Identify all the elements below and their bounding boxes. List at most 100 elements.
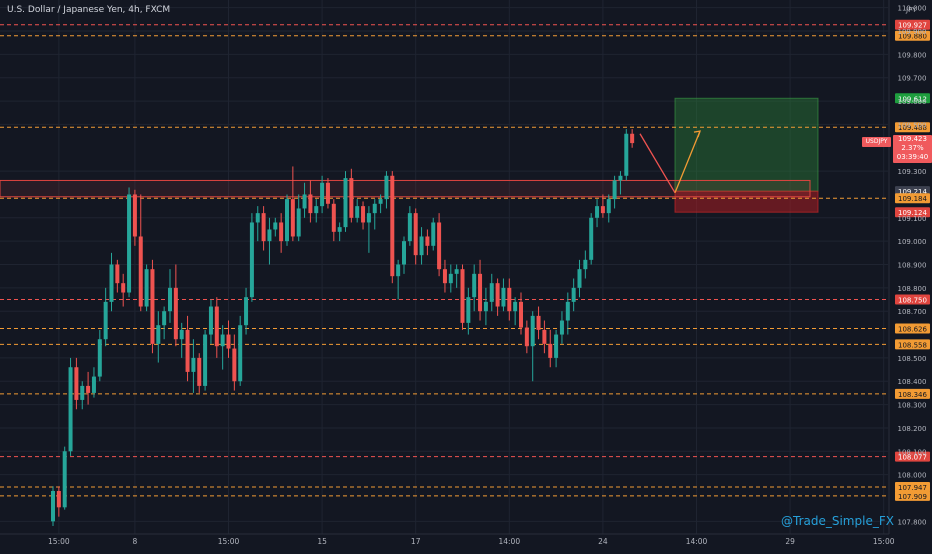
candle-body bbox=[595, 206, 600, 218]
time-tick-label[interactable]: 29 bbox=[785, 537, 795, 546]
price-tick-label[interactable]: 108.100 bbox=[898, 448, 927, 456]
candle-body bbox=[378, 199, 383, 204]
level-tag[interactable] bbox=[895, 19, 930, 30]
currency-label: JPY bbox=[906, 6, 917, 14]
level-tag-label[interactable]: 107.947 bbox=[898, 484, 927, 492]
candle-body bbox=[91, 376, 96, 393]
time-tick-label[interactable]: 15:00 bbox=[48, 537, 70, 546]
level-tag[interactable] bbox=[895, 490, 930, 501]
candle-body bbox=[472, 273, 477, 298]
candle-body bbox=[103, 301, 108, 340]
candle-body bbox=[168, 287, 172, 312]
candle-body bbox=[542, 329, 547, 344]
candle-body bbox=[425, 236, 430, 246]
level-tag-label[interactable]: 109.927 bbox=[898, 22, 927, 30]
candle-body bbox=[507, 287, 512, 312]
time-tick-label[interactable]: 15 bbox=[317, 537, 327, 546]
time-tick-label[interactable]: 14:00 bbox=[498, 537, 520, 546]
level-tag-label[interactable]: 108.750 bbox=[898, 297, 927, 305]
level-tag[interactable] bbox=[895, 122, 930, 133]
candle-body bbox=[331, 203, 336, 232]
candle-body bbox=[121, 283, 126, 293]
candle-body bbox=[612, 180, 617, 200]
candle-body bbox=[442, 269, 447, 284]
candle-body bbox=[565, 301, 570, 321]
level-tag-label[interactable]: 109.612 bbox=[898, 95, 927, 103]
price-axis[interactable]: 110.000 109.900 109.800 109.700 109.600 109.5… bbox=[888, 0, 927, 534]
level-tag[interactable] bbox=[895, 482, 930, 493]
price-tick-label[interactable]: 109.600 bbox=[898, 98, 927, 106]
level-tag[interactable] bbox=[895, 207, 930, 218]
price-tick-label[interactable]: 108.400 bbox=[898, 378, 927, 386]
candle-body bbox=[390, 175, 395, 277]
level-tag-label[interactable]: 109.214 bbox=[898, 188, 927, 196]
price-tick-label[interactable]: 108.900 bbox=[898, 262, 927, 270]
time-tick-label[interactable]: 15:00 bbox=[218, 537, 240, 546]
level-tag-label[interactable]: 108.346 bbox=[898, 391, 927, 399]
price-tick-label[interactable]: 109.900 bbox=[898, 28, 927, 36]
time-tick-label[interactable]: 24 bbox=[598, 537, 608, 546]
candle-body bbox=[115, 264, 120, 284]
level-tag[interactable] bbox=[895, 339, 930, 350]
candle-body bbox=[519, 301, 523, 328]
level-tag-label[interactable]: 109.184 bbox=[898, 195, 927, 203]
price-tick-label[interactable]: 109.300 bbox=[898, 168, 927, 176]
time-tick-label[interactable]: 17 bbox=[411, 537, 421, 546]
time-tick-label[interactable]: 15:00 bbox=[873, 537, 895, 546]
price-tick-label[interactable]: 108.500 bbox=[898, 355, 927, 363]
price-tick-label[interactable]: 108.000 bbox=[898, 472, 927, 480]
candle-body bbox=[524, 327, 529, 347]
current-price: 109.423 bbox=[898, 135, 927, 143]
current-price-badge: 109.423 2.37% 03:39:40 bbox=[893, 135, 932, 163]
time-tick-label[interactable]: 8 bbox=[133, 537, 138, 546]
target-zone bbox=[674, 97, 819, 192]
candle-body bbox=[162, 311, 167, 326]
level-tag[interactable] bbox=[895, 388, 930, 399]
price-tick-label[interactable]: 108.700 bbox=[898, 308, 927, 316]
price-tick-label[interactable]: 109.700 bbox=[898, 75, 927, 83]
level-tag[interactable] bbox=[895, 30, 930, 41]
forecast-down-leg[interactable] bbox=[639, 133, 676, 194]
candle-body bbox=[203, 334, 208, 386]
level-tag[interactable] bbox=[895, 193, 930, 204]
level-tag-label[interactable]: 108.558 bbox=[898, 341, 927, 349]
candle-body bbox=[513, 301, 518, 312]
horizontal-levels[interactable]: 109.927109.880109.612109.488109.214109.1… bbox=[0, 19, 930, 501]
level-tag[interactable] bbox=[895, 451, 930, 462]
candle-body bbox=[419, 236, 424, 256]
level-tag-label[interactable]: 108.626 bbox=[898, 325, 927, 333]
candle-body bbox=[355, 206, 360, 218]
price-tick-label[interactable]: 108.300 bbox=[898, 402, 927, 410]
level-tag-label[interactable]: 107.909 bbox=[898, 493, 927, 501]
candle-body bbox=[220, 334, 225, 347]
candle-body bbox=[448, 273, 453, 284]
candle-body bbox=[606, 199, 611, 214]
forecast-up-leg[interactable] bbox=[674, 130, 701, 194]
level-tag[interactable] bbox=[895, 323, 930, 334]
level-tag[interactable] bbox=[895, 93, 930, 104]
price-tick-label[interactable]: 109.000 bbox=[898, 238, 927, 246]
level-tag-label[interactable]: 109.124 bbox=[898, 209, 927, 217]
candle-body bbox=[630, 133, 635, 144]
time-tick-label[interactable]: 14:00 bbox=[686, 537, 708, 546]
arrow-head-icon[interactable] bbox=[693, 130, 701, 138]
price-tick-label[interactable]: 109.500 bbox=[898, 121, 927, 129]
level-tag-label[interactable]: 108.077 bbox=[898, 454, 927, 462]
price-tick-label[interactable]: 109.100 bbox=[898, 215, 927, 223]
level-tag[interactable] bbox=[895, 294, 930, 305]
candle-body bbox=[314, 206, 319, 214]
level-tag-label[interactable]: 109.488 bbox=[898, 124, 927, 132]
level-tag-label[interactable]: 109.880 bbox=[898, 33, 927, 41]
price-tick-label[interactable]: 108.200 bbox=[898, 425, 927, 433]
price-tick-label[interactable]: 109.800 bbox=[898, 51, 927, 59]
price-tick-label[interactable]: 108.800 bbox=[898, 285, 927, 293]
candle-body bbox=[384, 175, 389, 200]
price-tick-label[interactable]: 110.000 bbox=[898, 5, 927, 13]
forecast-path[interactable] bbox=[639, 130, 701, 194]
symbol-title[interactable]: U.S. Dollar / Japanese Yen, 4h, FXCM bbox=[7, 5, 171, 15]
price-tick-label[interactable]: 107.800 bbox=[898, 518, 927, 526]
candle-body bbox=[296, 208, 301, 237]
